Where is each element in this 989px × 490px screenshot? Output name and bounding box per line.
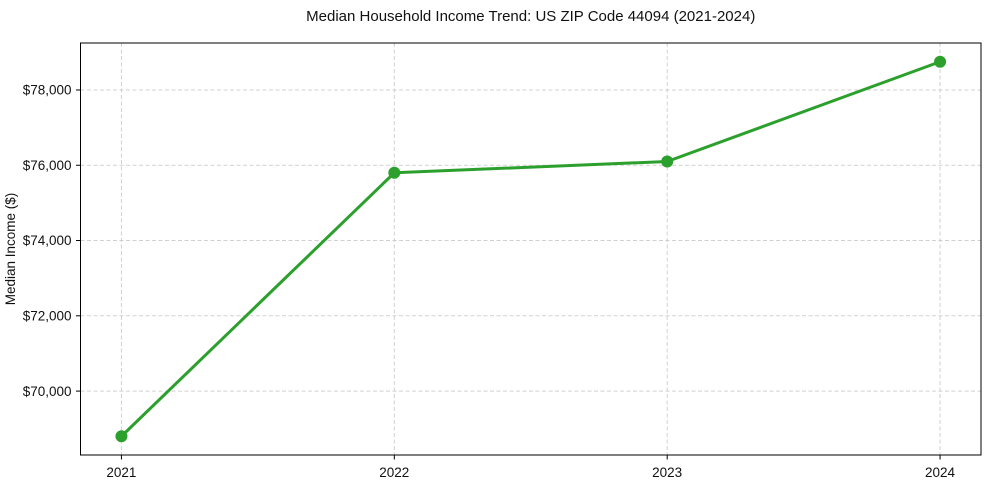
x-tick-label: 2023 [652, 465, 682, 480]
x-tick-label: 2024 [925, 465, 956, 480]
y-tick-label: $76,000 [23, 158, 72, 173]
y-tick-label: $78,000 [23, 83, 72, 98]
gridlines [80, 43, 981, 455]
x-tick-label: 2021 [106, 465, 136, 480]
data-series [115, 55, 947, 443]
y-tick-label: $72,000 [23, 309, 72, 324]
plot-border [80, 42, 982, 456]
data-point-2022 [388, 166, 401, 179]
x-tick-label: 2022 [379, 465, 409, 480]
data-point-2021 [115, 430, 128, 443]
data-point-2023 [661, 155, 674, 168]
axes: $70,000 $72,000 $74,000 $76,000 $78,000 2021 2… [23, 83, 956, 480]
y-tick-label: $74,000 [23, 233, 72, 248]
y-tick-label: $70,000 [23, 384, 72, 399]
y-axis-label: Median Income ($) [3, 193, 18, 306]
chart-title: Median Household Income Trend: US ZIP Co… [306, 8, 755, 25]
trend-line [119, 60, 942, 438]
data-point-2024 [934, 55, 947, 68]
